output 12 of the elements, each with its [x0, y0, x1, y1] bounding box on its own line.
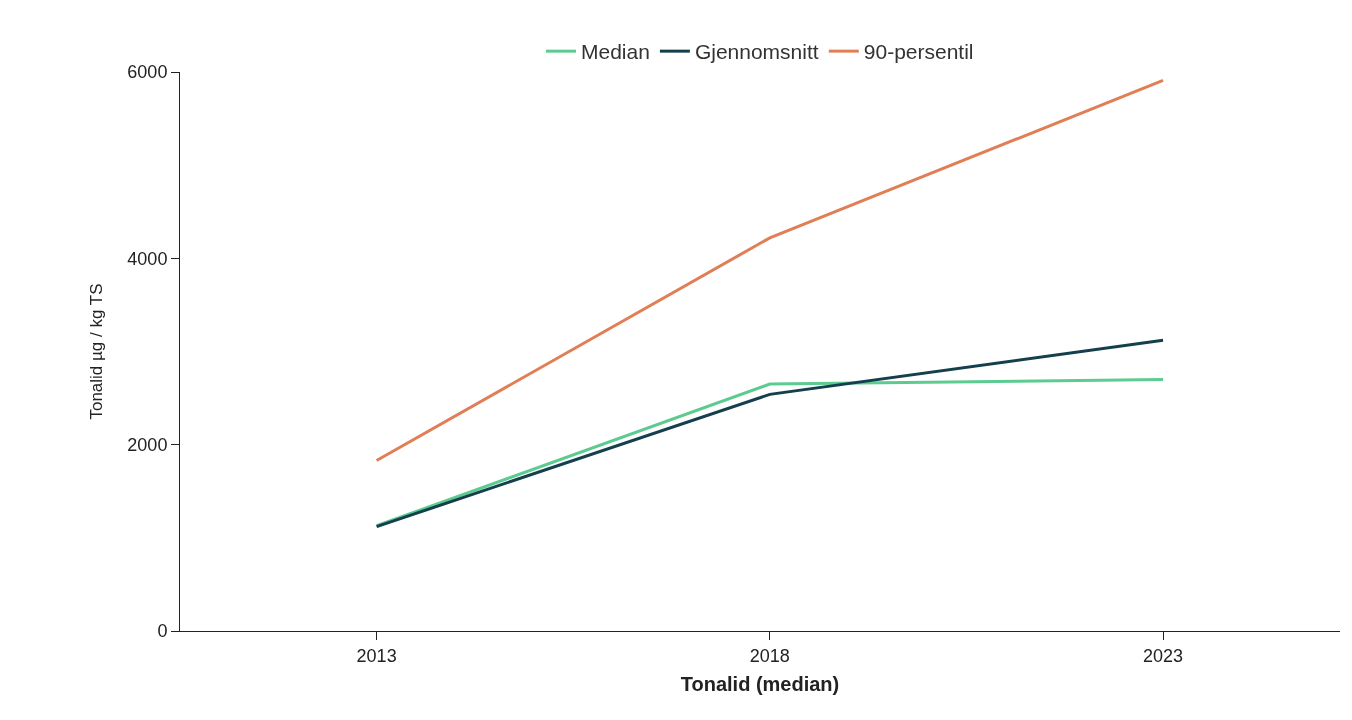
- legend-label: Gjennomsnitt: [694, 40, 819, 64]
- y-tick-label: 2000: [127, 434, 168, 455]
- y-tick-label: 0: [157, 621, 168, 642]
- legend-label: Median: [581, 40, 650, 64]
- x-tick-label: 2018: [749, 645, 790, 666]
- y-tick-label: 6000: [127, 62, 168, 83]
- y-tick-label: 4000: [127, 248, 168, 269]
- x-tick-label: 2023: [1143, 645, 1184, 666]
- y-axis-title: Tonalid µg / kg TS: [86, 283, 106, 420]
- x-tick-label: 2013: [356, 645, 397, 666]
- x-axis-title: Tonalid (median): [680, 673, 840, 696]
- legend-label: 90-persentil: [863, 40, 974, 64]
